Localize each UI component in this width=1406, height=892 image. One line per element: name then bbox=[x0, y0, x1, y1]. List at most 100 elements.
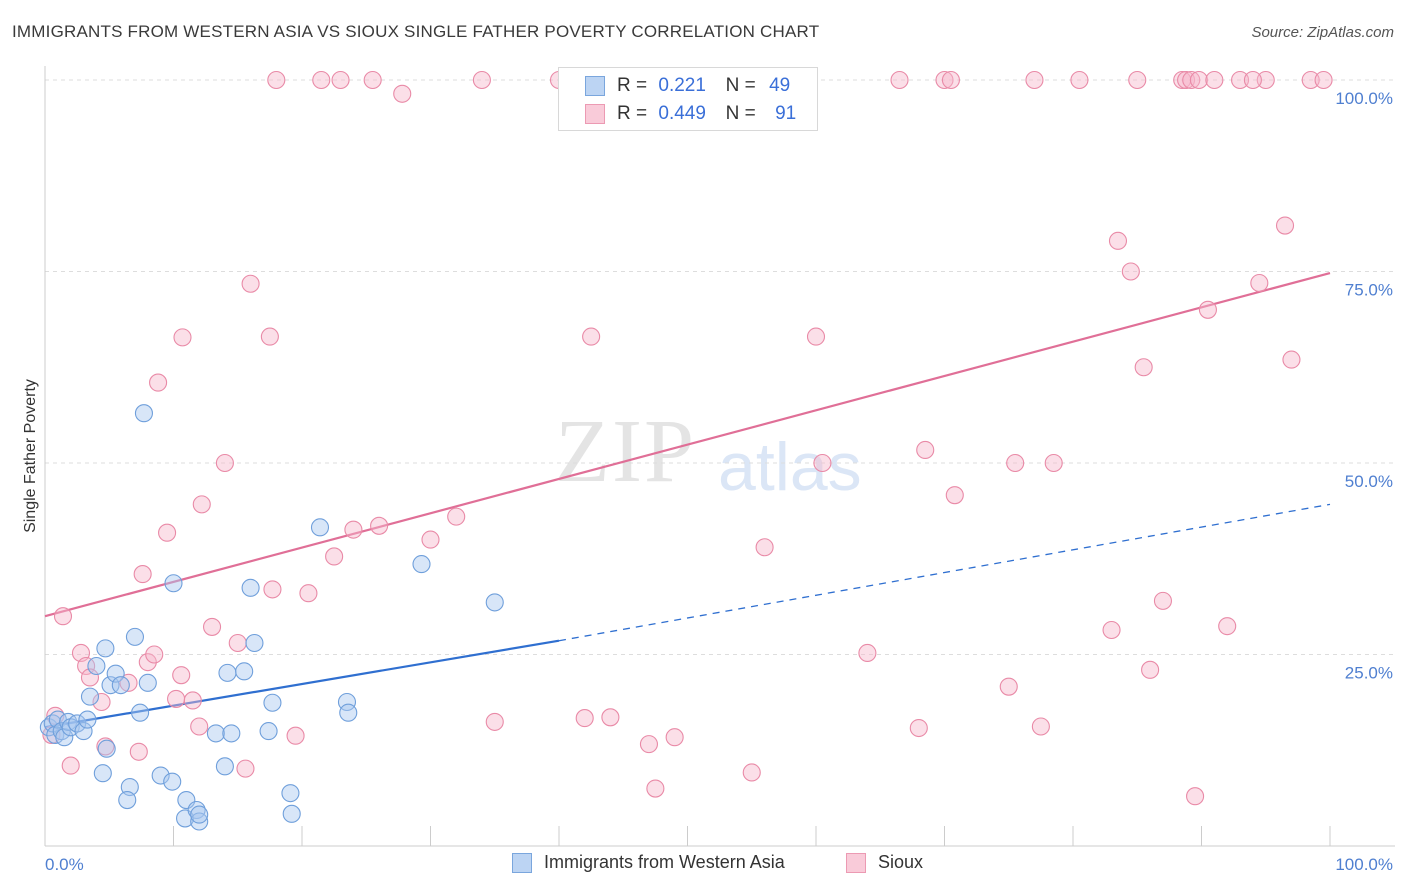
point-western-asia bbox=[218, 663, 237, 682]
tick-labels: 25.0% 50.0% 75.0% 100.0% 0.0% 100.0% bbox=[45, 89, 1393, 874]
y-axis-label: Single Father Poverty bbox=[22, 379, 39, 533]
grid-lines bbox=[45, 79, 1395, 655]
point-western-asia bbox=[412, 555, 431, 574]
trend-line-extrapolated bbox=[558, 503, 1331, 642]
point-sioux bbox=[999, 677, 1018, 696]
point-western-asia bbox=[118, 790, 137, 810]
point-western-asia bbox=[134, 404, 153, 423]
point-sioux bbox=[1314, 70, 1333, 90]
point-sioux bbox=[639, 735, 659, 754]
point-sioux bbox=[1243, 70, 1262, 90]
watermark-zip: ZIP bbox=[555, 402, 696, 501]
point-sioux bbox=[363, 70, 382, 90]
point-sioux bbox=[1006, 453, 1025, 473]
x-tick-label: 0.0% bbox=[45, 855, 84, 874]
legend-n-label: N = bbox=[725, 103, 756, 124]
point-sioux bbox=[267, 70, 286, 90]
y-tick-label: 50.0% bbox=[1345, 472, 1393, 491]
point-sioux bbox=[813, 453, 832, 473]
legend: R = 0.221 N = 49 R = 0.449 N = 91 bbox=[558, 67, 818, 131]
point-sioux bbox=[941, 70, 960, 90]
point-sioux bbox=[1102, 620, 1121, 640]
bottom-legend-sioux: Sioux bbox=[846, 852, 923, 873]
point-sioux bbox=[1198, 300, 1217, 319]
point-sioux bbox=[1044, 453, 1063, 473]
point-western-asia bbox=[310, 518, 330, 537]
point-western-asia bbox=[485, 593, 504, 612]
legend-r-label: R = bbox=[617, 75, 648, 96]
point-sioux bbox=[1275, 216, 1295, 235]
point-sioux bbox=[935, 70, 954, 90]
point-western-asia bbox=[241, 578, 260, 597]
point-sioux bbox=[1205, 70, 1224, 90]
legend-n-label: N = bbox=[725, 75, 756, 96]
point-sioux bbox=[1128, 70, 1147, 90]
point-sioux bbox=[1121, 262, 1140, 281]
trend-line bbox=[44, 271, 1331, 618]
point-western-asia bbox=[151, 766, 170, 785]
point-sioux bbox=[173, 328, 192, 347]
point-sioux bbox=[1108, 231, 1128, 250]
point-sioux bbox=[1134, 358, 1153, 377]
point-sioux bbox=[61, 756, 80, 775]
point-western-asia bbox=[97, 739, 116, 758]
bottom-legend-western-asia: Immigrants from Western Asia bbox=[512, 852, 785, 873]
data-points bbox=[39, 70, 1333, 831]
point-sioux bbox=[890, 70, 909, 90]
legend-r-label: R = bbox=[617, 103, 648, 124]
point-western-asia bbox=[206, 724, 225, 743]
point-sioux bbox=[858, 643, 877, 663]
point-western-asia bbox=[282, 804, 301, 823]
point-sioux bbox=[138, 653, 157, 672]
point-sioux bbox=[575, 709, 594, 728]
point-sioux bbox=[77, 656, 96, 676]
point-sioux bbox=[421, 530, 440, 549]
point-sioux bbox=[1231, 70, 1250, 90]
point-sioux bbox=[1182, 70, 1201, 90]
point-sioux bbox=[1301, 70, 1320, 90]
point-sioux bbox=[1177, 70, 1196, 90]
point-sioux bbox=[80, 668, 100, 687]
legend-r-value: 0.449 bbox=[658, 103, 706, 124]
point-sioux bbox=[1282, 350, 1301, 369]
point-western-asia bbox=[263, 693, 282, 712]
point-sioux bbox=[1256, 70, 1275, 90]
point-western-asia bbox=[259, 722, 278, 741]
bottom-legend: Immigrants from Western Asia Sioux bbox=[0, 852, 1406, 878]
point-sioux bbox=[806, 327, 826, 346]
point-sioux bbox=[325, 547, 344, 566]
point-western-asia bbox=[101, 676, 120, 695]
trend-line bbox=[44, 639, 560, 729]
point-western-asia bbox=[125, 627, 144, 646]
point-western-asia bbox=[222, 724, 241, 743]
point-western-asia bbox=[339, 703, 358, 722]
y-tick-label: 25.0% bbox=[1345, 664, 1393, 683]
point-sioux bbox=[145, 645, 164, 664]
point-sioux bbox=[582, 327, 601, 346]
point-sioux bbox=[236, 759, 255, 778]
bottom-legend-label: Immigrants from Western Asia bbox=[544, 852, 785, 872]
point-sioux bbox=[158, 523, 177, 542]
point-sioux bbox=[472, 70, 491, 90]
point-sioux bbox=[299, 584, 318, 603]
point-sioux bbox=[1186, 787, 1205, 806]
point-western-asia bbox=[190, 812, 209, 831]
point-western-asia bbox=[96, 639, 115, 658]
point-western-asia bbox=[111, 676, 130, 695]
point-sioux bbox=[129, 742, 148, 761]
point-western-asia bbox=[164, 574, 183, 593]
point-sioux bbox=[1025, 70, 1044, 90]
point-sioux bbox=[1250, 273, 1269, 293]
point-sioux bbox=[263, 580, 282, 599]
bottom-legend-swatch-blue bbox=[512, 852, 532, 873]
point-sioux bbox=[1031, 717, 1050, 736]
point-sioux bbox=[909, 718, 928, 738]
point-sioux bbox=[167, 689, 186, 708]
point-sioux bbox=[286, 726, 305, 745]
point-sioux bbox=[601, 708, 620, 727]
point-sioux bbox=[447, 507, 466, 526]
point-western-asia bbox=[163, 772, 182, 791]
point-sioux bbox=[370, 516, 389, 535]
legend-n-value: 91 bbox=[775, 103, 797, 124]
bottom-legend-swatch-pink bbox=[846, 852, 866, 873]
